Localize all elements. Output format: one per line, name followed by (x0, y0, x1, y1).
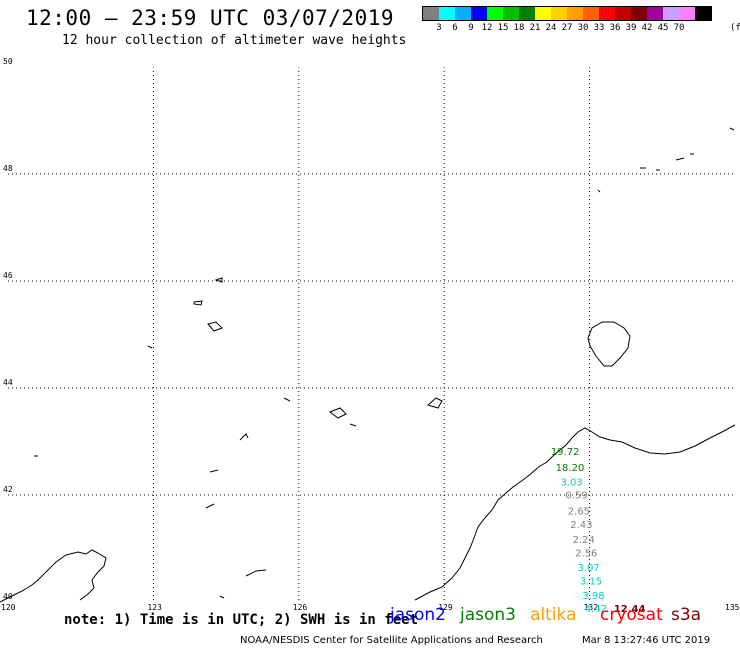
wave-height-value: 2.43 (570, 520, 592, 531)
color-scale-tick: 3 (436, 23, 442, 33)
inland-feature (328, 407, 347, 419)
longitude-tick-label: 129 (438, 603, 453, 612)
latitude-tick-label: 42 (3, 485, 13, 494)
color-swatch (567, 7, 583, 20)
longitude-tick-label: 135 (725, 603, 740, 612)
generation-timestamp: Mar 8 13:27:46 UTC 2019 (582, 635, 711, 646)
color-swatch (439, 7, 455, 20)
color-swatch (647, 7, 663, 20)
satellite-name-s3a: s3a (671, 605, 702, 625)
color-scale-unit: (ft) (730, 23, 740, 33)
wave-height-value: 3.15 (580, 576, 602, 587)
color-scale-tick: 70 (673, 23, 685, 33)
wave-height-value: 3.07 (577, 563, 599, 574)
color-swatch (551, 7, 567, 20)
color-scale-tick: 30 (577, 23, 589, 33)
wave-height-value: 12.44 (614, 604, 646, 615)
longitude-tick-label: 132 (584, 603, 599, 612)
page-title: 12:00 – 23:59 UTC 03/07/2019 (26, 6, 395, 30)
latitude-tick-label: 40 (3, 592, 13, 601)
inland-feature (426, 397, 443, 409)
color-swatch (471, 7, 487, 20)
color-scale-tick: 45 (657, 23, 669, 33)
color-scale-tick: 21 (529, 23, 541, 33)
credit-line: NOAA/NESDIS Center for Satellite Applica… (240, 635, 543, 646)
color-scale-tick: 42 (641, 23, 653, 33)
footer-note: note: 1) Time is in UTC; 2) SWH is in fe… (64, 612, 419, 628)
color-scale-tick: 15 (497, 23, 509, 33)
inland-feature (205, 503, 215, 509)
inland-feature (675, 157, 685, 161)
color-swatch (599, 7, 615, 20)
wave-height-value: 18.20 (556, 463, 585, 474)
satellite-name-altika: altika (530, 605, 577, 625)
mainland-coastline (414, 424, 736, 601)
color-swatch (695, 7, 711, 20)
wave-height-observations: 19.72 18.20 3.03 0.59 2.65 2.43 2.24 2.56 3.07 3.… (551, 447, 646, 615)
inland-feature (214, 277, 223, 283)
longitude-tick-label: 126 (293, 603, 308, 612)
inland-feature (147, 345, 153, 349)
inland-feature (349, 423, 357, 427)
axis-tick-labels: 120 123 126 129 132 135 50 48 46 44 42 40 (1, 57, 740, 612)
wave-height-value: 3.03 (561, 477, 583, 488)
wave-height-value: 19.72 (551, 447, 580, 458)
lower-left-coastline (0, 549, 107, 603)
color-scale-tick: 18 (513, 23, 525, 33)
lake-outline (587, 321, 631, 367)
satellite-name-cryosat: cryosat (600, 605, 663, 625)
color-swatch (615, 7, 631, 20)
color-scale-tick: 6 (452, 23, 458, 33)
color-swatch (663, 7, 679, 20)
wave-height-value: 2.65 (568, 506, 590, 517)
inland-feature (209, 469, 219, 473)
map-grid (7, 66, 736, 603)
color-scale-tick: 9 (468, 23, 474, 33)
page-subtitle: 12 hour collection of altimeter wave hei… (62, 33, 407, 48)
color-scale-tick: 24 (545, 23, 557, 33)
coastline (0, 127, 736, 603)
latitude-tick-label: 48 (3, 164, 13, 173)
longitude-tick-label: 123 (147, 603, 162, 612)
wave-height-value: 3.98 (582, 591, 604, 602)
inland-feature (207, 321, 223, 332)
color-swatch (423, 7, 439, 20)
latitude-tick-label: 44 (3, 378, 13, 387)
latitude-tick-label: 50 (3, 57, 13, 66)
inland-feature (597, 189, 601, 193)
color-scale-tick: 12 (481, 23, 493, 33)
wave-height-value: 4.42 (585, 604, 607, 615)
longitude-tick-label: 120 (1, 603, 16, 612)
inland-feature (219, 595, 225, 599)
inland-feature (245, 569, 267, 577)
satellite-name-jason2: jason2 (390, 605, 446, 625)
inland-feature (729, 127, 735, 131)
color-swatch (631, 7, 647, 20)
color-swatch (455, 7, 471, 20)
color-swatch (679, 7, 695, 20)
color-swatch (519, 7, 535, 20)
satellite-name-jason3: jason3 (460, 605, 516, 625)
color-scale-tick: 36 (609, 23, 621, 33)
color-swatch (583, 7, 599, 20)
inland-feature (193, 300, 203, 306)
color-scale-tick: 39 (625, 23, 637, 33)
color-swatch (535, 7, 551, 20)
wave-height-value: 2.24 (573, 535, 595, 546)
color-swatch (503, 7, 519, 20)
color-swatch (487, 7, 503, 20)
wave-height-value: 2.56 (575, 549, 597, 560)
wave-height-value: 0.59 (565, 491, 587, 502)
latitude-tick-label: 46 (3, 271, 13, 280)
inland-feature (239, 433, 249, 441)
color-scale-tick: 27 (561, 23, 573, 33)
color-scale-bar (422, 6, 712, 21)
inland-feature (283, 397, 291, 402)
color-scale-tick: 33 (593, 23, 605, 33)
